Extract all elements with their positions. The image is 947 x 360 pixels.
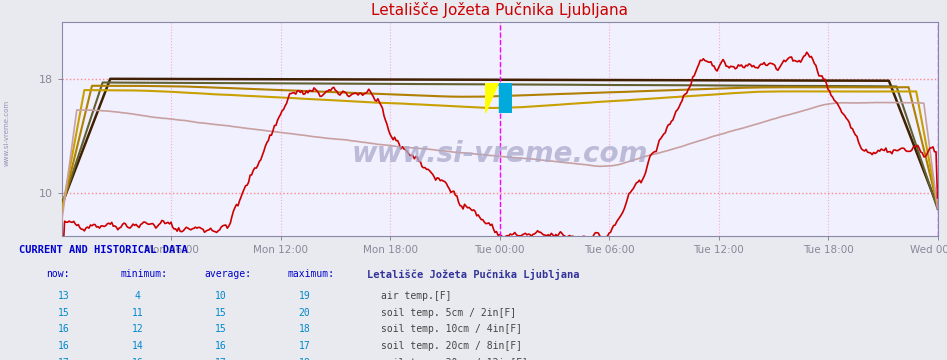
Text: 16: 16 xyxy=(132,357,143,360)
Text: 18: 18 xyxy=(298,357,311,360)
Text: 10: 10 xyxy=(215,291,227,301)
Text: www.si-vreme.com: www.si-vreme.com xyxy=(351,140,648,168)
Text: 17: 17 xyxy=(58,357,69,360)
Text: soil temp. 30cm / 12in[F]: soil temp. 30cm / 12in[F] xyxy=(381,357,527,360)
Polygon shape xyxy=(486,83,499,113)
Text: 19: 19 xyxy=(298,291,311,301)
Text: average:: average: xyxy=(205,269,251,279)
Text: 17: 17 xyxy=(215,357,227,360)
Text: 17: 17 xyxy=(298,341,311,351)
Text: soil temp. 10cm / 4in[F]: soil temp. 10cm / 4in[F] xyxy=(381,324,522,334)
Text: 4: 4 xyxy=(134,291,140,301)
Text: Letališče Jožeta Pučnika Ljubljana: Letališče Jožeta Pučnika Ljubljana xyxy=(366,269,580,280)
Text: soil temp. 5cm / 2in[F]: soil temp. 5cm / 2in[F] xyxy=(381,308,516,318)
Text: soil temp. 20cm / 8in[F]: soil temp. 20cm / 8in[F] xyxy=(381,341,522,351)
Title: Letališče Jožeta Pučnika Ljubljana: Letališče Jožeta Pučnika Ljubljana xyxy=(371,2,628,18)
Text: 15: 15 xyxy=(215,324,227,334)
Text: 12: 12 xyxy=(132,324,143,334)
Text: 15: 15 xyxy=(58,308,69,318)
Text: CURRENT AND HISTORICAL DATA: CURRENT AND HISTORICAL DATA xyxy=(19,245,188,255)
Text: 11: 11 xyxy=(132,308,143,318)
Text: now:: now: xyxy=(46,269,70,279)
Text: 13: 13 xyxy=(58,291,69,301)
Text: minimum:: minimum: xyxy=(121,269,168,279)
Text: maximum:: maximum: xyxy=(288,269,335,279)
Text: 16: 16 xyxy=(58,324,69,334)
Text: 16: 16 xyxy=(58,341,69,351)
Text: 20: 20 xyxy=(298,308,311,318)
Text: 18: 18 xyxy=(298,324,311,334)
Text: air temp.[F]: air temp.[F] xyxy=(381,291,451,301)
Text: 15: 15 xyxy=(215,308,227,318)
Text: 16: 16 xyxy=(215,341,227,351)
Polygon shape xyxy=(499,83,512,113)
Text: www.si-vreme.com: www.si-vreme.com xyxy=(4,100,9,166)
Text: 14: 14 xyxy=(132,341,143,351)
